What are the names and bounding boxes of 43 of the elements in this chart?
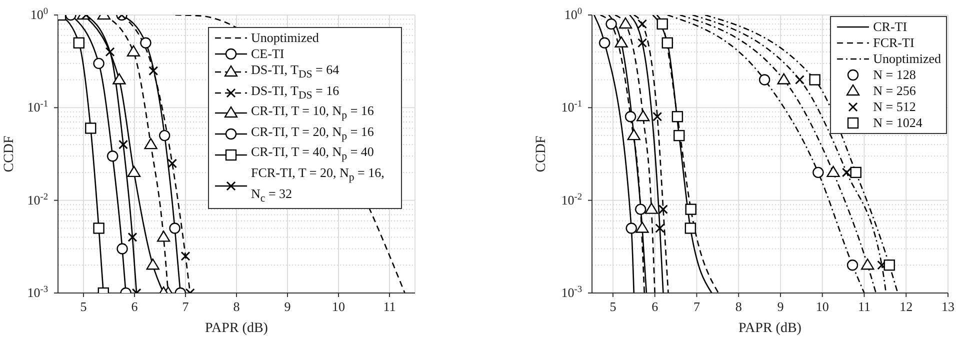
y-tick-label: 10$^{-1}$ bbox=[561, 100, 582, 115]
legend-label: CR-TI, T = 10, N$_{p}$ = 16 bbox=[251, 103, 374, 124]
legend-label: N = 256 bbox=[873, 83, 916, 99]
legend-label: CR-TI, T = 20, N$_{p}$ = 16 bbox=[251, 124, 374, 144]
legend-label: DS-TI, T$_{DS}$ = 64 bbox=[251, 62, 340, 83]
x-tick-label: 5 bbox=[610, 299, 616, 314]
text: FCR-TI, T = 20, N$_{p}$ = 16, N$_{c}$ = 32 bbox=[251, 164, 384, 204]
legend-label: Unoptimized bbox=[873, 51, 941, 67]
legend-label: N = 512 bbox=[873, 99, 916, 115]
x-tick-label: 9 bbox=[284, 299, 291, 314]
x-tick-label: 6 bbox=[652, 299, 659, 314]
y-axis-title: CCDF bbox=[2, 136, 17, 172]
y-tick-label: 10$^{-3}$ bbox=[27, 285, 48, 300]
x-tick-label: 7 bbox=[182, 299, 190, 314]
legend-label: CR-TI bbox=[873, 19, 908, 35]
y-tick-label: 10$^{-2}$ bbox=[561, 192, 582, 208]
y-tick-label: 10$^{-3}$ bbox=[561, 285, 582, 300]
x-tick-label: 5 bbox=[80, 299, 87, 314]
x-tick-label: 11 bbox=[858, 299, 870, 314]
legend-label: N = 1024 bbox=[873, 115, 922, 131]
x-axis-title: PAPR (dB) bbox=[738, 321, 802, 336]
legend-label: CR-TI, T = 40, N$_{p}$ = 40 bbox=[251, 144, 374, 165]
legend-label: FCR-TI bbox=[873, 35, 914, 51]
legend-label: Unoptimized bbox=[251, 30, 319, 46]
legend-label: DS-TI, T$_{DS}$ = 16 bbox=[251, 82, 340, 104]
x-axis-title: PAPR (dB) bbox=[205, 321, 268, 336]
x-tick-label: 8 bbox=[735, 299, 742, 314]
x-tick-label: 7 bbox=[693, 299, 700, 314]
legend-label: N = 128 bbox=[873, 67, 916, 83]
y-tick-label: 10$^{-2}$ bbox=[27, 192, 48, 208]
x-tick-label: 10 bbox=[816, 299, 829, 314]
x-tick-label: 12 bbox=[900, 299, 913, 314]
x-tick-label: 11 bbox=[383, 299, 396, 314]
y-tick-label: 10$^{-1}$ bbox=[27, 100, 48, 115]
y-tick-label: 10$^{0}$ bbox=[564, 7, 582, 22]
legend-label: CE-TI bbox=[251, 46, 284, 62]
x-tick-label: 9 bbox=[777, 299, 784, 314]
x-tick-label: 8 bbox=[233, 299, 240, 314]
y-axis-title: CCDF bbox=[534, 136, 549, 172]
y-tick-label: 10$^{0}$ bbox=[30, 7, 48, 22]
x-tick-label: 6 bbox=[131, 299, 138, 314]
x-tick-label: 13 bbox=[942, 299, 954, 314]
x-tick-label: 10 bbox=[332, 299, 345, 314]
